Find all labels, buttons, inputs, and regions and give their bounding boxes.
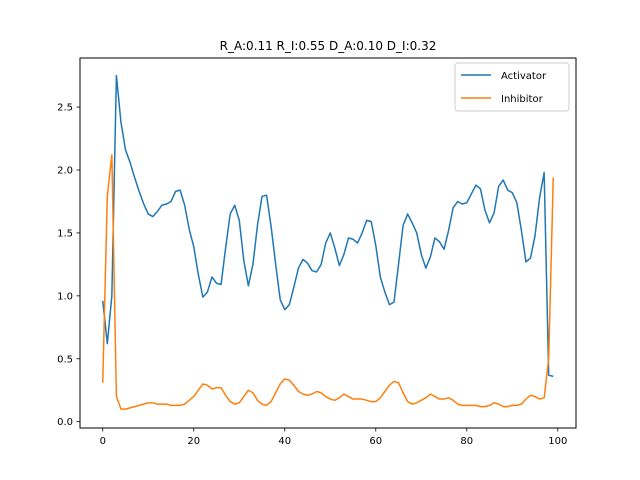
ticks-layer: 0 20 40 60 80 100 0.0 0.5 1.0 1.5 2.0 2.5 xyxy=(57,103,567,447)
x-tick-label: 100 xyxy=(548,436,567,447)
legend-label-activator: Activator xyxy=(501,71,547,82)
x-tick-label: 20 xyxy=(187,436,200,447)
y-tick-label: 2.0 xyxy=(57,166,73,177)
chart-title: R_A:0.11 R_I:0.55 D_A:0.10 D_I:0.32 xyxy=(220,39,437,53)
y-tick-label: 2.5 xyxy=(57,103,73,114)
series-line-inhibitor xyxy=(102,154,554,410)
x-tick-label: 80 xyxy=(460,436,473,447)
legend-label-inhibitor: Inhibitor xyxy=(501,94,544,105)
x-tick-label: 0 xyxy=(100,436,106,447)
y-tick-label: 1.5 xyxy=(57,228,73,239)
x-tick-label: 60 xyxy=(369,436,382,447)
plot-area-frame xyxy=(79,57,577,429)
series-layer xyxy=(102,74,554,410)
x-tick-label: 40 xyxy=(278,436,291,447)
series-line-activator xyxy=(102,74,554,378)
y-tick-label: 0.0 xyxy=(57,417,73,428)
y-tick-label: 1.0 xyxy=(57,291,73,302)
y-tick-label: 0.5 xyxy=(57,354,73,365)
legend: Activator Inhibitor xyxy=(454,62,570,112)
